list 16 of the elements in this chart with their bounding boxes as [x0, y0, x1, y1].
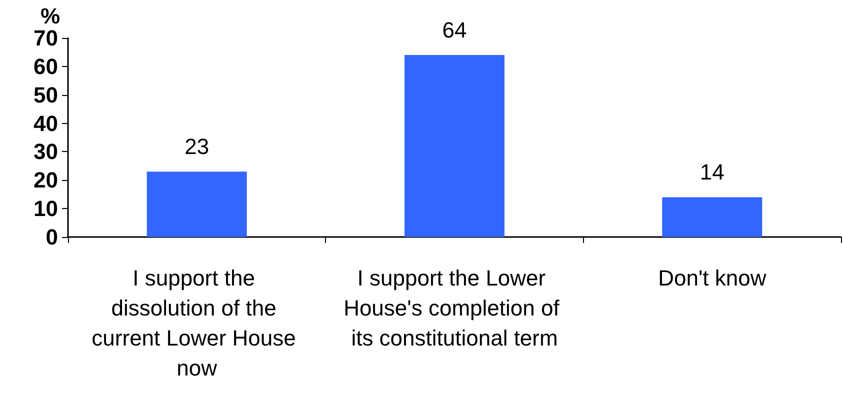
- bar: [404, 55, 504, 237]
- y-tick-label: 10: [34, 196, 58, 222]
- x-tick-label: I support the dissolution of the current Lower House now: [92, 266, 302, 380]
- bar: [146, 172, 247, 237]
- x-tick-label: I support the Lower House's completion of its constitutional term: [344, 266, 566, 350]
- y-tick-label: 30: [34, 139, 58, 164]
- y-tick-label: 60: [34, 54, 58, 79]
- y-tick-label: 0: [46, 224, 58, 250]
- bar: [662, 197, 762, 237]
- data-label: 23: [184, 134, 210, 160]
- y-tick-label: 50: [34, 82, 58, 108]
- data-label: 64: [442, 18, 467, 43]
- y-tick-label: 40: [34, 110, 58, 136]
- data-label: 14: [700, 160, 724, 185]
- y-tick-label: 20: [34, 168, 58, 193]
- x-tick-label: Don't know: [658, 266, 766, 290]
